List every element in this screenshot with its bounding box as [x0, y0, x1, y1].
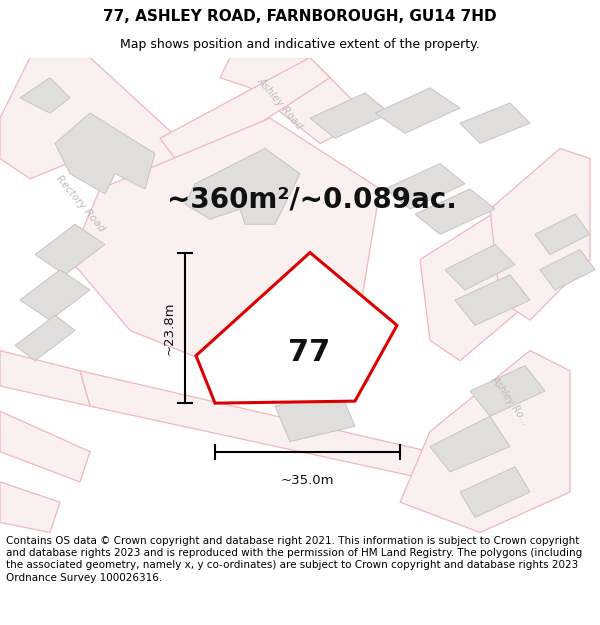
Polygon shape [220, 58, 370, 143]
Polygon shape [15, 315, 75, 361]
Polygon shape [385, 164, 465, 209]
Polygon shape [430, 416, 510, 472]
Text: 77, ASHLEY ROAD, FARNBOROUGH, GU14 7HD: 77, ASHLEY ROAD, FARNBOROUGH, GU14 7HD [103, 9, 497, 24]
Text: ~360m²/~0.089ac.: ~360m²/~0.089ac. [167, 186, 457, 214]
Polygon shape [160, 58, 330, 169]
Text: Contains OS data © Crown copyright and database right 2021. This information is : Contains OS data © Crown copyright and d… [6, 536, 582, 583]
Polygon shape [70, 118, 380, 371]
Polygon shape [20, 270, 90, 320]
Polygon shape [0, 482, 60, 532]
Text: 77: 77 [289, 338, 331, 367]
Polygon shape [460, 467, 530, 518]
Polygon shape [0, 411, 90, 482]
Polygon shape [185, 149, 300, 224]
Polygon shape [420, 209, 540, 361]
Polygon shape [400, 351, 570, 532]
Polygon shape [445, 244, 515, 290]
Text: Ashley Ro...: Ashley Ro... [490, 374, 530, 428]
Polygon shape [375, 88, 460, 133]
Polygon shape [455, 275, 530, 326]
Polygon shape [0, 58, 200, 189]
Polygon shape [55, 113, 155, 194]
Text: Ashley Road: Ashley Road [256, 75, 305, 131]
Polygon shape [285, 351, 370, 396]
Polygon shape [415, 189, 495, 234]
Polygon shape [20, 78, 70, 113]
Polygon shape [460, 103, 530, 143]
Polygon shape [535, 214, 590, 254]
Text: ~23.8m: ~23.8m [163, 301, 176, 354]
Polygon shape [310, 93, 390, 138]
Polygon shape [0, 351, 90, 406]
Polygon shape [275, 391, 355, 441]
Polygon shape [80, 371, 440, 482]
Polygon shape [490, 149, 590, 320]
Text: ~35.0m: ~35.0m [281, 474, 334, 487]
Text: Rectory Road: Rectory Road [53, 174, 106, 234]
Polygon shape [196, 253, 397, 403]
Polygon shape [540, 249, 595, 290]
Text: Map shows position and indicative extent of the property.: Map shows position and indicative extent… [120, 38, 480, 51]
Polygon shape [470, 366, 545, 416]
Polygon shape [35, 224, 105, 275]
